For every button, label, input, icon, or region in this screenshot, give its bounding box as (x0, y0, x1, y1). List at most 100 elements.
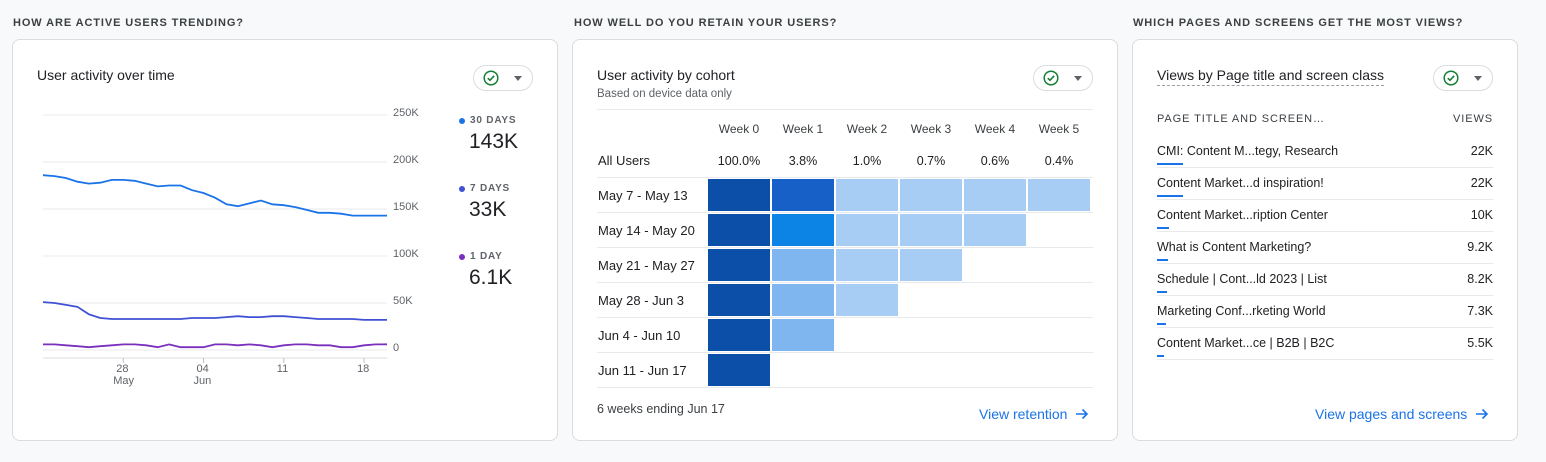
cohort-cell[interactable] (836, 214, 898, 246)
cohort-cell[interactable] (836, 249, 898, 281)
cohort-cell[interactable] (964, 214, 1026, 246)
legend-30-days-value: 143K (469, 130, 519, 153)
page-name: Marketing Conf...rketing World (1157, 304, 1326, 318)
arrow-right-icon (1476, 408, 1489, 420)
y-tick-label: 50K (393, 295, 413, 307)
cohort-week-header: Week 4 (974, 122, 1016, 136)
column-header-views: VIEWS (1453, 113, 1493, 125)
legend-dot (459, 185, 465, 192)
cohort-cell[interactable] (772, 249, 834, 281)
divider (1157, 199, 1493, 200)
all-users-value: 1.0% (852, 154, 882, 168)
view-pages-label: View pages and screens (1315, 406, 1468, 422)
cohort-cell[interactable] (708, 354, 770, 386)
page-row[interactable]: Schedule | Cont...ld 2023 | List 8.2K (1157, 264, 1493, 296)
page-row[interactable]: What is Content Marketing? 9.2K (1157, 232, 1493, 264)
cohort-cell[interactable] (772, 319, 834, 351)
cohort-cell[interactable] (900, 249, 962, 281)
user-activity-title: User activity over time (37, 67, 175, 83)
pages-card: Views by Page title and screen class PAG… (1132, 39, 1518, 441)
cohort-row-label: Jun 11 - Jun 17 (598, 363, 687, 378)
cohort-cell[interactable] (900, 214, 962, 246)
cohort-footer: 6 weeks ending Jun 17 (597, 402, 725, 416)
divider (597, 212, 1093, 213)
arrow-right-icon (1076, 408, 1089, 420)
cohort-cell[interactable] (772, 284, 834, 316)
cohort-cell[interactable] (708, 319, 770, 351)
page-views: 8.2K (1467, 272, 1493, 286)
card-status-dropdown[interactable] (1033, 65, 1093, 91)
cohort-cell[interactable] (836, 284, 898, 316)
card-status-dropdown[interactable] (1433, 65, 1493, 91)
pages-title[interactable]: Views by Page title and screen class (1157, 67, 1384, 86)
legend-30-days: 30 DAYS 143K (459, 115, 518, 154)
check-circle-icon (1043, 70, 1059, 86)
column-header-page: PAGE TITLE AND SCREEN… (1157, 113, 1325, 125)
series-1-day-line (43, 343, 388, 349)
cohort-cell[interactable] (708, 249, 770, 281)
cohort-cell[interactable] (836, 179, 898, 211)
page-views-bar (1157, 227, 1169, 229)
page-row[interactable]: Content Market...ce | B2B | B2C 5.5K (1157, 328, 1493, 360)
all-users-value: 0.6% (980, 154, 1010, 168)
chevron-down-icon (514, 75, 522, 81)
view-retention-label: View retention (979, 406, 1068, 422)
x-tick-day: 28 (116, 363, 129, 375)
cohort-subtitle: Based on device data only (597, 88, 732, 100)
card-status-dropdown[interactable] (473, 65, 533, 91)
x-tick-day: 04 (196, 363, 209, 375)
legend-7-days-label: 7 DAYS (470, 183, 511, 194)
page-row[interactable]: Content Market...ription Center 10K (1157, 200, 1493, 232)
cohort-cell[interactable] (772, 214, 834, 246)
legend-7-days: 7 DAYS 33K (459, 183, 510, 222)
page-views-bar (1157, 259, 1168, 261)
page-row[interactable]: Content Market...d inspiration! 22K (1157, 168, 1493, 200)
cohort-week-header: Week 2 (846, 122, 888, 136)
cohort-cell[interactable] (1028, 179, 1090, 211)
all-users-value: 0.7% (916, 154, 946, 168)
cohort-cell[interactable] (964, 179, 1026, 211)
page-views: 22K (1470, 176, 1493, 190)
page-views-bar (1157, 163, 1183, 165)
y-tick-label: 100K (393, 248, 419, 260)
cohort-week-header: Week 5 (1038, 122, 1080, 136)
cohort-cell[interactable] (708, 284, 770, 316)
activity-line-chart (42, 114, 388, 363)
y-tick-label: 0 (393, 342, 400, 354)
y-tick-label: 250K (393, 107, 419, 119)
cohort-row-label: May 14 - May 20 (598, 223, 695, 238)
legend-1-day-label: 1 DAY (470, 251, 503, 262)
user-activity-card: User activity over time 30 DAYS 143K 7 D… (12, 39, 558, 441)
page-views: 10K (1470, 208, 1493, 222)
page-row[interactable]: Marketing Conf...rketing World 7.3K (1157, 296, 1493, 328)
all-users-label: All Users (598, 153, 651, 168)
series-7-days-line (42, 301, 387, 321)
x-tick-day: 18 (357, 363, 370, 375)
x-tick-day: 11 (276, 363, 289, 375)
page-views: 5.5K (1467, 336, 1493, 350)
divider (597, 282, 1093, 283)
cohort-row-label: May 7 - May 13 (598, 188, 688, 203)
x-tick-month: Jun (193, 375, 212, 387)
page-views-bar (1157, 195, 1183, 197)
view-pages-link[interactable]: View pages and screens (1315, 406, 1489, 422)
y-tick-label: 200K (393, 154, 419, 166)
page-views: 7.3K (1467, 304, 1493, 318)
cohort-row-label: May 28 - Jun 3 (598, 293, 684, 308)
page-name: Content Market...ription Center (1157, 208, 1328, 222)
view-retention-link[interactable]: View retention (979, 406, 1089, 422)
page-name: Content Market...ce | B2B | B2C (1157, 336, 1335, 350)
x-tick-month: May (113, 375, 135, 387)
cohort-cell[interactable] (900, 179, 962, 211)
cohort-cell[interactable] (772, 179, 834, 211)
page-name: Content Market...d inspiration! (1157, 176, 1324, 190)
divider (1157, 167, 1493, 168)
cohort-cell[interactable] (708, 214, 770, 246)
cohort-row-label: May 21 - May 27 (598, 258, 695, 273)
page-name: Schedule | Cont...ld 2023 | List (1157, 272, 1327, 286)
cohort-cell[interactable] (708, 179, 770, 211)
divider (597, 247, 1093, 248)
section-title-retention: HOW WELL DO YOU RETAIN YOUR USERS? (574, 17, 838, 29)
page-row[interactable]: CMI: Content M...tegy, Research 22K (1157, 136, 1493, 168)
cohort-week-header: Week 3 (910, 122, 952, 136)
